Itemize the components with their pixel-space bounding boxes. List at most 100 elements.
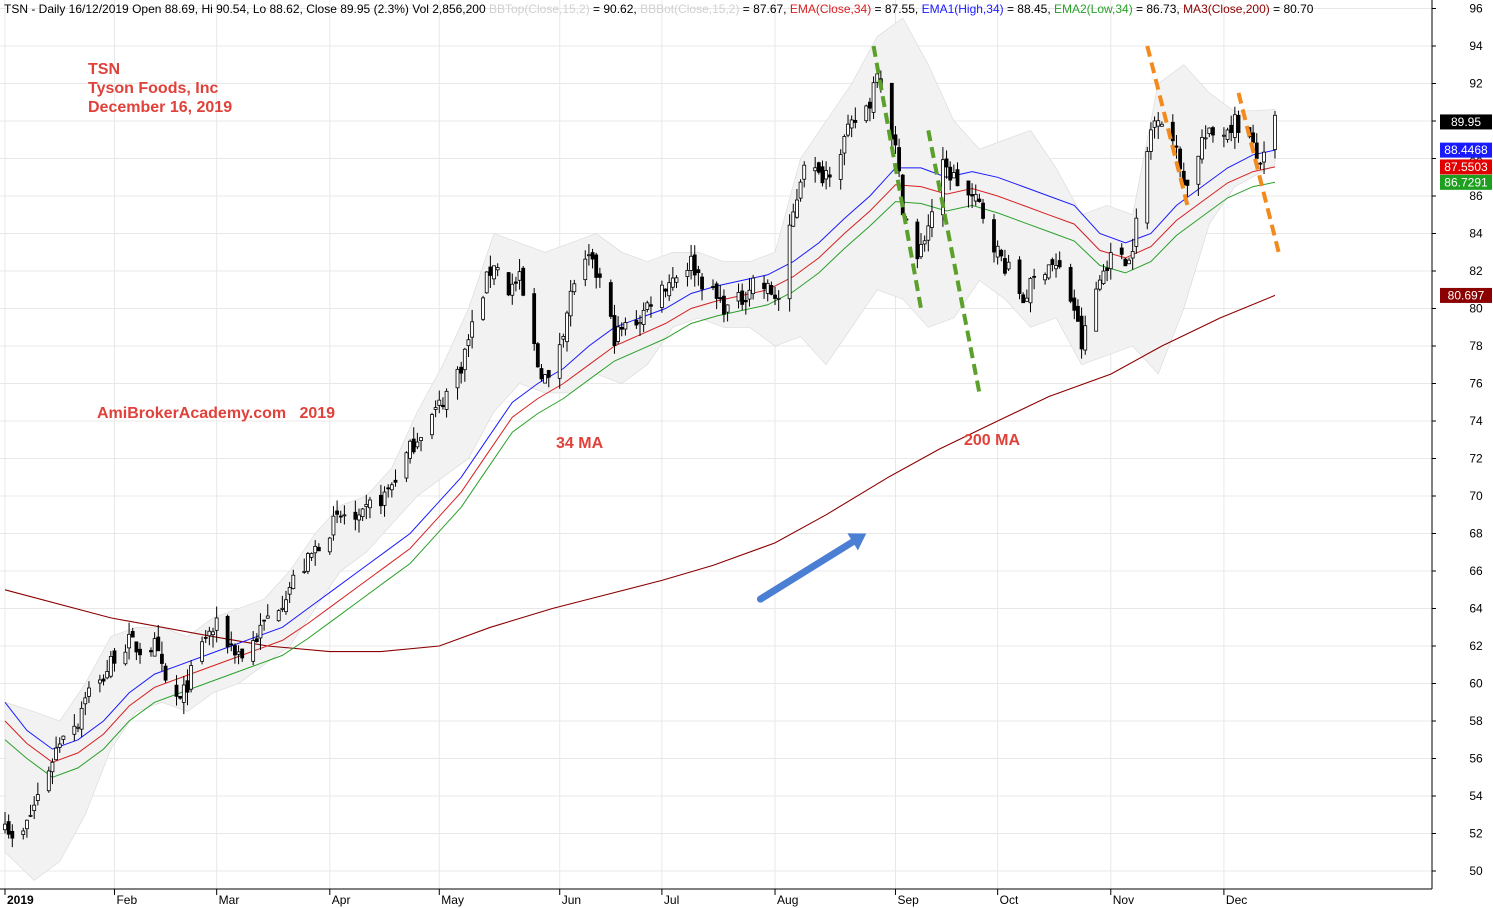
candle-body [897, 147, 902, 172]
candle [393, 469, 398, 487]
candle [430, 412, 434, 440]
candle-body [546, 370, 551, 378]
candle [254, 633, 259, 643]
candle [331, 506, 336, 541]
candle-body [389, 484, 394, 491]
candle [1222, 127, 1226, 148]
candle-body [1170, 121, 1175, 142]
value-badge [1440, 287, 1492, 303]
candle-body [539, 368, 544, 380]
candle-body [572, 283, 577, 293]
candle-body [181, 684, 186, 703]
candle [919, 233, 923, 260]
candle [696, 265, 701, 286]
candle-body [915, 221, 920, 260]
candle [178, 695, 183, 700]
watermark-label: AmiBrokerAcademy.com 2019 [97, 405, 335, 422]
date-label: December 16, 2019 [88, 99, 232, 116]
candle-body [360, 508, 365, 517]
candle [1076, 299, 1080, 322]
candle [203, 630, 208, 644]
candle [820, 160, 825, 187]
candle-body [200, 641, 204, 662]
candle [623, 317, 628, 336]
candle-body [1079, 315, 1084, 350]
candle [616, 316, 621, 345]
candle [1203, 125, 1208, 150]
y-tick-label: 50 [1469, 864, 1483, 878]
y-tick-label: 60 [1469, 677, 1483, 691]
candle [10, 824, 15, 848]
candle-body [331, 515, 336, 536]
candle [1127, 257, 1131, 265]
candle [378, 484, 383, 515]
candle-body [1003, 258, 1007, 274]
header-part: = 88.45, [1004, 2, 1054, 16]
candle-body [1101, 270, 1106, 285]
candle-body [127, 633, 131, 649]
candle [338, 510, 343, 524]
price-candles [3, 63, 1277, 848]
candle [944, 150, 949, 179]
candle-body [481, 297, 485, 320]
candle [966, 180, 971, 208]
ma200-line [4, 294, 1276, 653]
candle-body [327, 537, 332, 553]
candle-body [353, 511, 358, 520]
candle [846, 114, 850, 138]
candle-body [112, 650, 117, 664]
candle-body [1032, 275, 1037, 278]
candle [948, 161, 953, 191]
candle-body [930, 211, 934, 228]
header-part: BBBot(Close,15,2) [640, 2, 739, 16]
candle [309, 552, 314, 561]
candle-body [597, 273, 602, 278]
value-badge [1440, 142, 1492, 158]
y-tick-label: 80 [1469, 302, 1483, 316]
x-tick-label: Oct [1000, 893, 1019, 907]
candle [1156, 111, 1161, 139]
candle [1006, 254, 1011, 272]
candle-body [981, 202, 985, 219]
candle-body [919, 244, 923, 258]
candle-body [1203, 137, 1208, 140]
candle-body [203, 636, 208, 639]
candle [1003, 249, 1007, 276]
candle-body [1024, 297, 1029, 302]
candle-body [612, 315, 617, 346]
value-badge-text: 86.7291 [1444, 175, 1488, 189]
candle-body [470, 321, 475, 338]
candle [649, 296, 653, 318]
candle [868, 97, 872, 122]
candle-body [955, 169, 960, 187]
candle [685, 262, 690, 287]
candle-body [853, 119, 858, 123]
candle [1028, 276, 1033, 313]
candle-body [28, 814, 33, 817]
candle [462, 347, 467, 382]
candle [546, 369, 551, 388]
candle-body [291, 574, 296, 590]
candle [747, 277, 752, 307]
candle-body [1043, 274, 1047, 281]
candle-body [999, 249, 1004, 257]
candle-body [306, 553, 310, 572]
candle [258, 613, 263, 650]
candle [24, 819, 29, 838]
candle [1236, 110, 1241, 143]
candle-body [1207, 127, 1212, 135]
y-tick-label: 76 [1469, 377, 1483, 391]
candle [572, 279, 577, 296]
candle [1258, 161, 1263, 170]
candle [1032, 268, 1037, 290]
candle-body [1105, 267, 1110, 271]
candle-body [484, 271, 489, 294]
trend-line-orange [1145, 45, 1190, 206]
candle [587, 244, 591, 266]
candle-body [149, 650, 153, 653]
candle [930, 199, 934, 238]
symbol-label: TSN [88, 61, 120, 78]
candle-body [3, 823, 7, 831]
candle [1083, 315, 1088, 355]
